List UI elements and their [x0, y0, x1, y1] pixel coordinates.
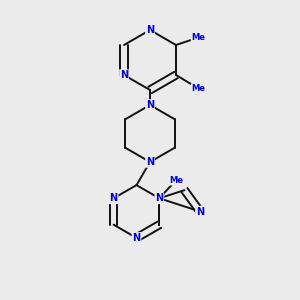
Text: Me: Me — [169, 176, 183, 185]
Text: N: N — [146, 100, 154, 110]
Text: N: N — [132, 233, 141, 243]
Text: N: N — [146, 157, 154, 167]
Text: Me: Me — [191, 84, 206, 93]
Text: N: N — [146, 25, 154, 35]
Text: N: N — [110, 193, 118, 203]
Text: N: N — [196, 206, 204, 217]
Text: N: N — [120, 70, 128, 80]
Text: Me: Me — [191, 33, 206, 42]
Text: N: N — [155, 193, 164, 203]
